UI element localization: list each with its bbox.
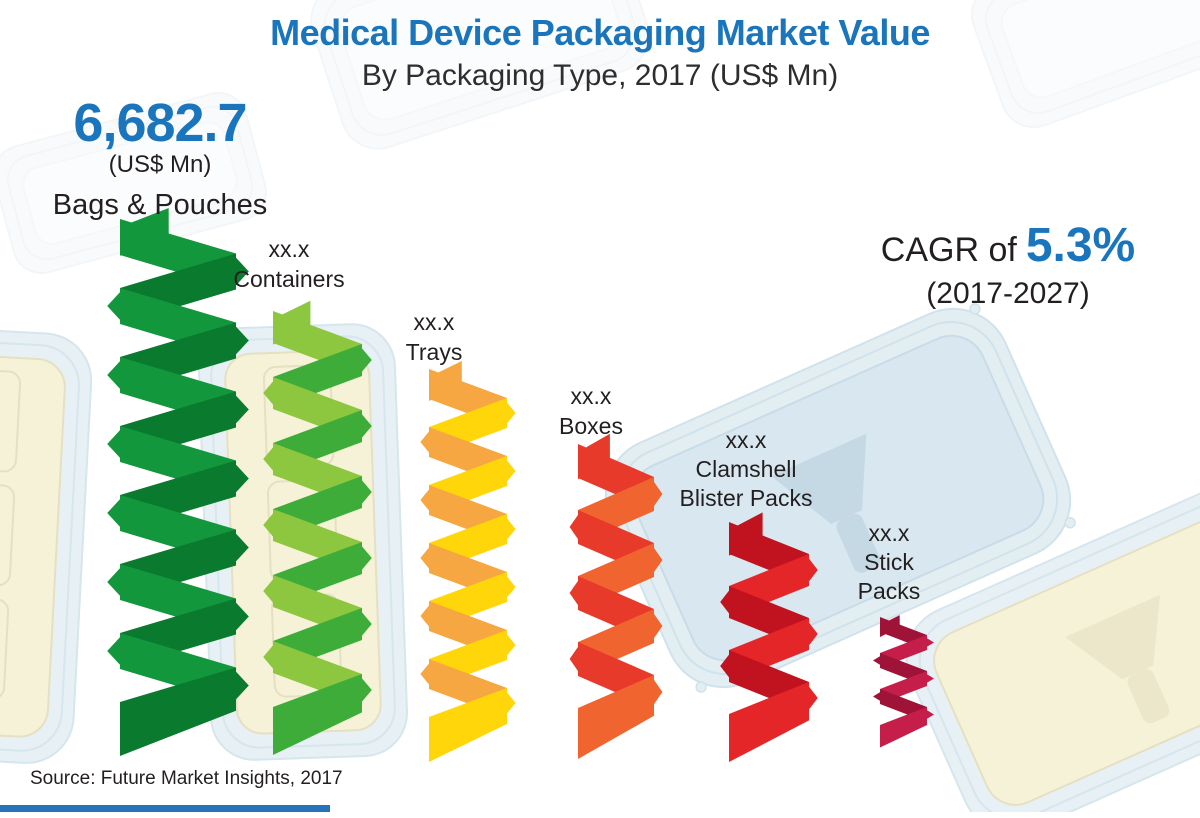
bottom-accent-bar — [0, 805, 330, 812]
category-label-clamshell: xx.x Clamshell Blister Packs — [646, 426, 846, 513]
category-label-containers: xx.x Containers — [189, 234, 389, 294]
category-value: xx.x — [725, 427, 767, 453]
category-label-trays: xx.x Trays — [334, 307, 534, 367]
category-value: xx.x — [413, 309, 455, 335]
chart-header: Medical Device Packaging Market Value By… — [0, 12, 1200, 93]
highlight-value: 6,682.7 — [73, 93, 247, 153]
chart-subtitle: By Packaging Type, 2017 (US$ Mn) — [361, 59, 839, 92]
category-name-line: Containers — [233, 266, 345, 292]
cagr-period: (2017-2027) — [926, 277, 1090, 310]
source-note: Source: Future Market Insights, 2017 — [30, 768, 343, 789]
cagr-block: CAGR of 5.3% (2017-2027) — [843, 218, 1173, 311]
category-name-line: Blister Packs — [679, 485, 813, 511]
category-name-line: Clamshell — [695, 456, 797, 482]
category-name-line: Trays — [405, 339, 463, 365]
cagr-prefix: CAGR of — [880, 231, 1017, 269]
category-value: xx.x — [868, 520, 910, 546]
chart-title: Medical Device Packaging Market Value — [270, 12, 930, 53]
cagr-value: 5.3% — [1025, 219, 1136, 272]
category-name-line: Stick — [864, 549, 914, 575]
category-label-stick: xx.x Stick Packs — [789, 519, 989, 606]
highlight-category-label: Bags & Pouches — [52, 188, 268, 221]
highlight-unit: (US$ Mn) — [108, 151, 212, 179]
highlight-value-block: 6,682.7 (US$ Mn) Bags & Pouches — [20, 93, 300, 222]
category-name-line: Packs — [857, 578, 921, 604]
cagr-line: CAGR of 5.3% — [843, 218, 1173, 273]
category-value: xx.x — [268, 236, 310, 262]
category-value: xx.x — [570, 383, 612, 409]
